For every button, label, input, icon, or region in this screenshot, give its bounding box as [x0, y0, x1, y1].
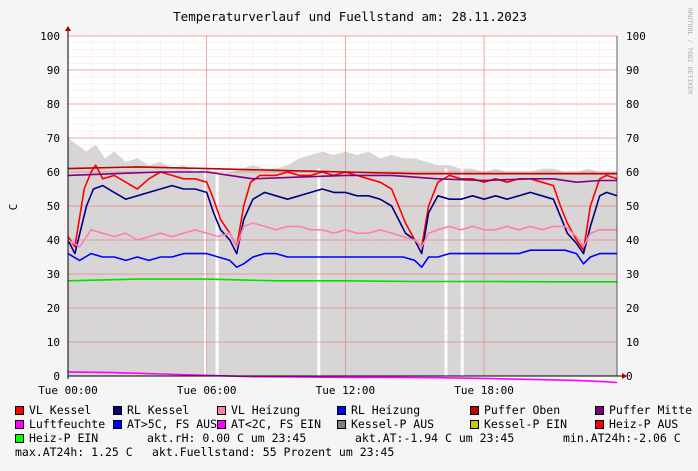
- info-akt-fuellstand: akt.Fuellstand: 55 Prozent um 23:45: [152, 445, 395, 459]
- series-line-vl-heizung: [67, 222, 617, 248]
- legend-label: Puffer Oben: [484, 403, 561, 417]
- y-tick-label-left: 10: [47, 336, 60, 349]
- legend-swatch: [470, 420, 479, 429]
- y-tick-label-left: 70: [47, 132, 60, 145]
- legend-swatch: [15, 434, 24, 443]
- legend-label: AT<2C, FS EIN: [231, 417, 322, 431]
- y-tick-label-left: 40: [47, 234, 60, 247]
- legend-item-kessel-p-ein: Kessel-P EIN: [470, 417, 567, 431]
- y-tick-label-right: 30: [626, 268, 639, 281]
- chart-title: Temperaturverlauf und Fuellstand am: 28.…: [173, 9, 527, 24]
- legend-item-vl-heizung: VL Heizung: [217, 403, 300, 417]
- legend-label: Kessel-P AUS: [351, 417, 435, 431]
- legend-item-vl-kessel: VL Kessel: [15, 403, 91, 417]
- y-tick-label-right: 20: [626, 302, 639, 315]
- legend-label: Heiz-P EIN: [29, 431, 99, 445]
- legend-item-at-5c-fs-aus: AT>5C, FS AUS: [113, 417, 217, 431]
- legend-label: Luftfeuchte: [29, 417, 106, 431]
- y-tick-label-right: 10: [626, 336, 639, 349]
- series-line-puffer-mitte: [67, 171, 617, 183]
- area-gap-3: [444, 168, 448, 376]
- legend-item-kessel-p-aus: Kessel-P AUS: [337, 417, 434, 431]
- legend-label: Puffer Mitte: [609, 403, 693, 417]
- series-line-luftfeuchte: [67, 371, 618, 384]
- y-tick-label-right: 50: [626, 200, 639, 213]
- legend-item-luftfeuchte: Luftfeuchte: [15, 417, 105, 431]
- y-tick-label-right: 40: [626, 234, 639, 247]
- legend-swatch: [337, 420, 346, 429]
- y-tick-label-right: 90: [626, 64, 639, 77]
- y-tick-label-right: 60: [626, 166, 639, 179]
- legend-row-4: max.AT24h: 1.25 C akt.Fuellstand: 55 Pro…: [15, 445, 695, 459]
- series-line-puffer-oben: [67, 166, 617, 175]
- legend-item-heiz-p-aus: Heiz-P AUS: [595, 417, 678, 431]
- x-tick-label: Tue 18:00: [454, 384, 514, 397]
- info-max-at24h: max.AT24h: 1.25 C: [15, 445, 133, 459]
- y-tick-label-left: 20: [47, 302, 60, 315]
- x-tick-label: Tue 12:00: [316, 384, 376, 397]
- legend-label: Kessel-P EIN: [484, 417, 568, 431]
- info-akt-rh: akt.rH: 0.00 C um 23:45: [147, 431, 307, 445]
- y-tick-label-left: 0: [53, 370, 60, 383]
- x-tick-label: Tue 00:00: [38, 384, 98, 397]
- legend-item-puffer-oben: Puffer Oben: [470, 403, 560, 417]
- legend-label: Heiz-P AUS: [609, 417, 679, 431]
- series-line-rl-kessel: [67, 184, 618, 255]
- area-gap-2: [317, 168, 321, 376]
- y-tick-label-right: 100: [626, 30, 646, 43]
- rrdtool-watermark: RRDTOOL / TOBI OETIKER: [686, 8, 694, 94]
- legend-label: RL Heizung: [351, 403, 421, 417]
- legend-label: VL Heizung: [231, 403, 301, 417]
- y-tick-label-right: 80: [626, 98, 639, 111]
- legend-row-3: Heiz-P EIN akt.rH: 0.00 C um 23:45 akt.A…: [15, 431, 695, 445]
- legend-swatch: [337, 406, 346, 415]
- legend-item-rl-heizung: RL Heizung: [337, 403, 420, 417]
- legend-label: RL Kessel: [127, 403, 190, 417]
- legend: VL Kessel RL Kessel VL Heizung RL Heizung Pu…: [15, 403, 695, 459]
- legend-label: AT>5C, FS AUS: [127, 417, 218, 431]
- legend-label: VL Kessel: [29, 403, 92, 417]
- y-tick-label-left: 50: [47, 200, 60, 213]
- y-tick-label-left: 60: [47, 166, 60, 179]
- legend-swatch: [470, 406, 479, 415]
- area-gap-4: [460, 168, 464, 376]
- area-gap-1: [215, 168, 219, 376]
- info-min-at24h: min.AT24h:-2.06 C: [563, 431, 681, 445]
- legend-item-heiz-p-ein: Heiz-P EIN: [15, 431, 98, 445]
- y-tick-label-right: 70: [626, 132, 639, 145]
- area-gap-0: [204, 168, 208, 376]
- legend-swatch: [15, 420, 24, 429]
- y-tick-label-left: 80: [47, 98, 60, 111]
- legend-swatch: [113, 420, 122, 429]
- y-axis-label: C: [7, 204, 20, 211]
- y-tick-label-left: 30: [47, 268, 60, 281]
- x-axis-arrow: [622, 373, 627, 379]
- series-line-rl-heizung: [67, 249, 617, 268]
- series-line-heiz-p-ein: [67, 278, 617, 283]
- y-axis-arrow: [65, 26, 71, 31]
- legend-row-1: VL Kessel RL Kessel VL Heizung RL Heizung Pu…: [15, 403, 695, 417]
- y-tick-label-left: 90: [47, 64, 60, 77]
- legend-swatch: [595, 420, 604, 429]
- legend-swatch: [595, 406, 604, 415]
- legend-swatch: [15, 406, 24, 415]
- x-tick-label: Tue 06:00: [177, 384, 237, 397]
- info-akt-at: akt.AT:-1.94 C um 23:45: [355, 431, 515, 445]
- legend-item-puffer-mitte: Puffer Mitte: [595, 403, 692, 417]
- legend-swatch: [217, 406, 226, 415]
- y-tick-label-left: 100: [40, 30, 60, 43]
- legend-row-2: Luftfeuchte AT>5C, FS AUS AT<2C, FS EIN Kes…: [15, 417, 695, 431]
- legend-swatch: [217, 420, 226, 429]
- legend-swatch: [113, 406, 122, 415]
- legend-item-at-2c-fs-ein: AT<2C, FS EIN: [217, 417, 321, 431]
- y-tick-label-right: 0: [626, 370, 633, 383]
- legend-item-rl-kessel: RL Kessel: [113, 403, 189, 417]
